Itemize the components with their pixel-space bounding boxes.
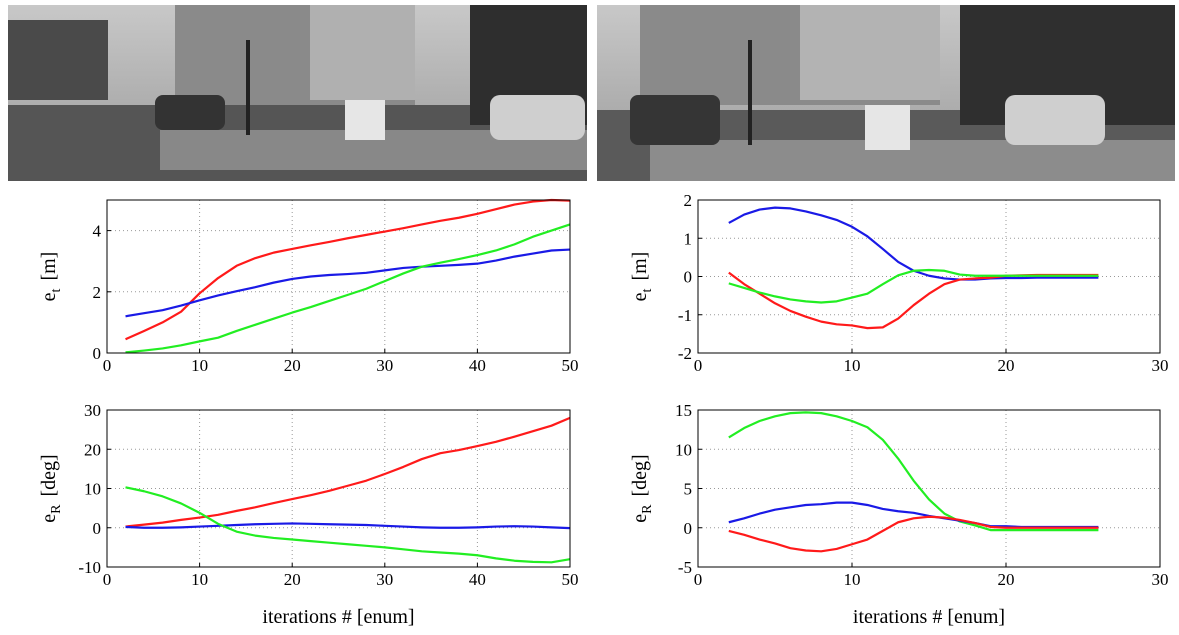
y-axis-label: eR [deg] xyxy=(629,454,655,522)
x-tick-label: 0 xyxy=(103,570,112,589)
x-tick-label: 30 xyxy=(1152,356,1169,375)
y-label-unit: [deg] xyxy=(629,454,651,496)
y-label-subscript: R xyxy=(49,504,64,514)
x-tick-label: 0 xyxy=(103,356,112,375)
y-label-symbol: e xyxy=(629,514,651,523)
data-line xyxy=(728,268,1099,304)
data-line xyxy=(728,501,1099,529)
y-axis-label: eR [deg] xyxy=(38,454,64,522)
x-axis-label: iterations # [enum] xyxy=(262,606,414,628)
y-tick-label: -10 xyxy=(78,558,101,577)
x-tick-label: 20 xyxy=(998,356,1015,375)
x-tick-label: 10 xyxy=(191,356,208,375)
y-tick-label: 0 xyxy=(684,268,693,287)
x-tick-label: 20 xyxy=(284,356,301,375)
data-line xyxy=(728,271,1099,330)
y-tick-label: 15 xyxy=(675,401,692,420)
y-tick-label: 1 xyxy=(684,229,693,248)
x-tick-label: 20 xyxy=(284,570,301,589)
data-line xyxy=(728,515,1099,553)
data-line xyxy=(125,416,571,528)
y-tick-label: 2 xyxy=(684,191,693,210)
x-tick-label: 10 xyxy=(844,570,861,589)
y-tick-label: -1 xyxy=(678,306,692,325)
y-label-unit: [m] xyxy=(629,252,651,281)
data-line xyxy=(125,198,571,341)
x-tick-label: 40 xyxy=(469,356,486,375)
data-line xyxy=(728,411,1099,532)
y-label-unit: [m] xyxy=(38,252,60,281)
data-line xyxy=(125,223,571,354)
x-tick-label: 30 xyxy=(376,356,393,375)
x-tick-label: 10 xyxy=(191,570,208,589)
x-tick-label: 50 xyxy=(562,570,579,589)
data-line xyxy=(728,206,1099,281)
y-tick-label: 0 xyxy=(684,519,693,538)
plot-frame xyxy=(106,199,571,354)
y-label-unit: [deg] xyxy=(38,454,60,496)
y-label-subscript: R xyxy=(640,504,655,514)
y-tick-label: 10 xyxy=(84,480,101,499)
y-label-subscript: t xyxy=(640,288,655,292)
plot-frame xyxy=(106,409,571,568)
y-label-symbol: e xyxy=(38,514,60,523)
x-tick-label: 20 xyxy=(998,570,1015,589)
y-tick-label: 30 xyxy=(84,401,101,420)
x-tick-label: 30 xyxy=(1152,570,1169,589)
data-line xyxy=(125,248,571,318)
y-label-symbol: e xyxy=(629,292,651,301)
x-tick-label: 10 xyxy=(844,356,861,375)
y-tick-label: 4 xyxy=(93,222,102,241)
plot-frame xyxy=(697,409,1161,568)
plot-frame xyxy=(697,199,1161,354)
data-line xyxy=(125,522,571,530)
data-line xyxy=(125,486,571,564)
x-tick-label: 0 xyxy=(694,356,703,375)
x-tick-label: 30 xyxy=(376,570,393,589)
camera-image-left xyxy=(8,5,587,181)
x-tick-label: 40 xyxy=(469,570,486,589)
y-tick-label: 10 xyxy=(675,440,692,459)
y-tick-label: -5 xyxy=(678,558,692,577)
y-tick-label: -2 xyxy=(678,344,692,363)
y-tick-label: 5 xyxy=(684,480,693,499)
y-tick-label: 0 xyxy=(93,519,102,538)
camera-image-right xyxy=(597,5,1175,181)
y-tick-label: 2 xyxy=(93,283,102,302)
y-axis-label: et [m] xyxy=(629,252,655,302)
y-tick-label: 20 xyxy=(84,440,101,459)
y-label-symbol: e xyxy=(38,292,60,301)
x-tick-label: 50 xyxy=(562,356,579,375)
y-tick-label: 0 xyxy=(93,344,102,363)
x-axis-label: iterations # [enum] xyxy=(853,606,1005,628)
y-axis-label: et [m] xyxy=(38,252,64,302)
y-label-subscript: t xyxy=(49,288,64,292)
x-tick-label: 0 xyxy=(694,570,703,589)
